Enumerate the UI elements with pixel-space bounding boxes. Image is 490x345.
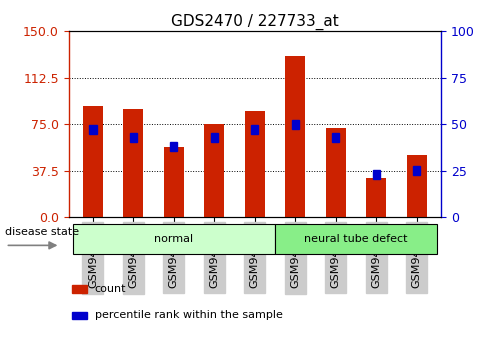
Bar: [372, 170, 380, 179]
Bar: [332, 133, 340, 141]
Bar: [211, 133, 218, 141]
Bar: [73, 312, 87, 319]
Bar: [413, 166, 420, 175]
Bar: [170, 142, 177, 151]
Bar: [275, 224, 437, 254]
Text: disease state: disease state: [5, 227, 79, 237]
Text: normal: normal: [154, 234, 194, 244]
Bar: [89, 126, 97, 134]
Bar: [164, 147, 184, 217]
Bar: [285, 56, 305, 217]
Bar: [251, 126, 258, 134]
Bar: [245, 110, 265, 217]
Bar: [366, 178, 386, 217]
Bar: [83, 106, 103, 217]
Bar: [204, 124, 224, 217]
Title: GDS2470 / 227733_at: GDS2470 / 227733_at: [171, 13, 339, 30]
Bar: [130, 133, 137, 141]
Bar: [73, 285, 87, 293]
Bar: [407, 155, 427, 217]
Bar: [73, 224, 275, 254]
Text: neural tube defect: neural tube defect: [304, 234, 408, 244]
Bar: [326, 128, 346, 217]
Bar: [123, 109, 144, 217]
Bar: [292, 120, 299, 129]
Text: count: count: [95, 284, 126, 294]
Text: percentile rank within the sample: percentile rank within the sample: [95, 310, 283, 321]
